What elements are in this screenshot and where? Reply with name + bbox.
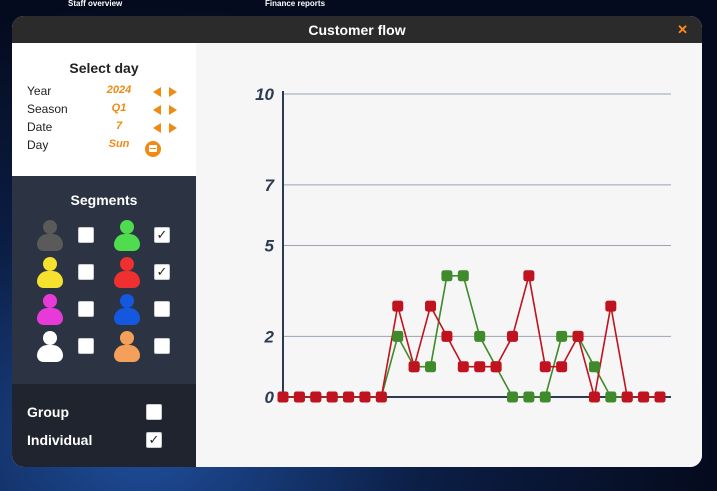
calendar-icon[interactable]: [145, 141, 161, 157]
nav-finance-reports[interactable]: Finance reports: [265, 0, 326, 8]
person-green-icon: [113, 220, 141, 254]
nav-staff-overview[interactable]: Staff overview: [68, 0, 123, 8]
dialog-title: Customer flow: [308, 22, 406, 38]
mode-panel: Group Individual ✓: [12, 384, 196, 467]
series-1-point: [425, 300, 437, 312]
close-icon[interactable]: ✕: [677, 22, 688, 37]
group-label: Group: [27, 404, 69, 420]
series-0-point: [539, 391, 551, 403]
series-1-point: [539, 361, 551, 373]
season-next-arrow-icon[interactable]: [169, 105, 177, 115]
group-checkbox[interactable]: [146, 404, 162, 420]
series-1-point: [474, 361, 486, 373]
segment-orange-checkbox[interactable]: [154, 338, 170, 354]
series-1-point: [572, 330, 584, 342]
sidebar: Select day Year 2024 Season Q1 Date 7 Da: [12, 43, 196, 467]
series-0-point: [392, 330, 404, 342]
day-value: Sun: [108, 138, 130, 150]
y-tick-label: 0: [265, 388, 275, 407]
segment-red-checkbox[interactable]: ✓: [154, 264, 170, 280]
series-0-point: [474, 330, 486, 342]
series-1-point: [556, 361, 568, 373]
segment-gray-checkbox[interactable]: [78, 227, 94, 243]
y-tick-label: 10: [255, 85, 274, 104]
line-chart: 10 7 5 2 0: [255, 85, 671, 407]
segment-magenta-checkbox[interactable]: [78, 301, 94, 317]
series-0-point: [556, 330, 568, 342]
date-next-arrow-icon[interactable]: [169, 123, 177, 133]
series-1-point: [523, 270, 535, 282]
person-yellow-icon: [36, 257, 64, 291]
top-navigation: Staff overview Finance reports: [0, 0, 717, 14]
dialog-titlebar: Customer flow ✕: [12, 16, 702, 43]
date-value: 7: [115, 120, 123, 132]
individual-label: Individual: [27, 432, 93, 448]
series-1-point: [588, 391, 600, 403]
person-red-icon: [113, 257, 141, 291]
person-gray-icon: [36, 220, 64, 254]
y-tick-label: 2: [264, 327, 275, 346]
series-1-point: [490, 361, 502, 373]
date-label: Date: [27, 120, 53, 134]
y-tick-label: 5: [265, 237, 275, 256]
person-white-icon: [36, 331, 64, 365]
day-label: Day: [27, 138, 49, 152]
person-blue-icon: [113, 294, 141, 328]
series-1-point: [343, 391, 355, 403]
series-1-point: [293, 391, 305, 403]
segment-blue-checkbox[interactable]: [154, 301, 170, 317]
series-1-point: [457, 361, 469, 373]
series-0-point: [588, 361, 600, 373]
series-1-point: [375, 391, 387, 403]
series-1-point: [392, 300, 404, 312]
series-1-point: [605, 300, 617, 312]
series-1-point: [326, 391, 338, 403]
segment-yellow-checkbox[interactable]: [78, 264, 94, 280]
y-tick-label: 7: [265, 176, 276, 195]
series-0-point: [523, 391, 535, 403]
series-1-point: [441, 330, 453, 342]
series-0-point: [457, 270, 469, 282]
series-0-point: [605, 391, 617, 403]
series-0-point: [506, 391, 518, 403]
year-value: 2024: [106, 84, 132, 96]
series-1-point: [638, 391, 650, 403]
select-day-panel: Select day Year 2024 Season Q1 Date 7 Da: [12, 43, 196, 176]
person-orange-icon: [113, 331, 141, 365]
date-prev-arrow-icon[interactable]: [153, 123, 161, 133]
series-1-point: [621, 391, 633, 403]
customer-flow-chart: 10 7 5 2 0: [196, 43, 702, 467]
series-1-point: [277, 391, 289, 403]
series-0-point: [425, 361, 437, 373]
segments-panel: Segments ✓ ✓: [12, 176, 196, 384]
series-1-point: [359, 391, 371, 403]
season-value: Q1: [111, 102, 127, 114]
segment-white-checkbox[interactable]: [78, 338, 94, 354]
season-prev-arrow-icon[interactable]: [153, 105, 161, 115]
series-1-point: [654, 391, 666, 403]
year-next-arrow-icon[interactable]: [169, 87, 177, 97]
individual-checkbox[interactable]: ✓: [146, 432, 162, 448]
year-label: Year: [27, 84, 52, 98]
segment-green-checkbox[interactable]: ✓: [154, 227, 170, 243]
series-1-point: [506, 330, 518, 342]
customer-flow-dialog: Customer flow ✕ Select day Year 2024 Sea…: [12, 16, 702, 467]
series-1-point: [408, 361, 420, 373]
season-label: Season: [27, 102, 68, 116]
person-magenta-icon: [36, 294, 64, 328]
year-prev-arrow-icon[interactable]: [153, 87, 161, 97]
series-0-point: [441, 270, 453, 282]
segments-title: Segments: [70, 192, 138, 208]
select-day-title: Select day: [69, 60, 139, 76]
series-1-point: [310, 391, 322, 403]
